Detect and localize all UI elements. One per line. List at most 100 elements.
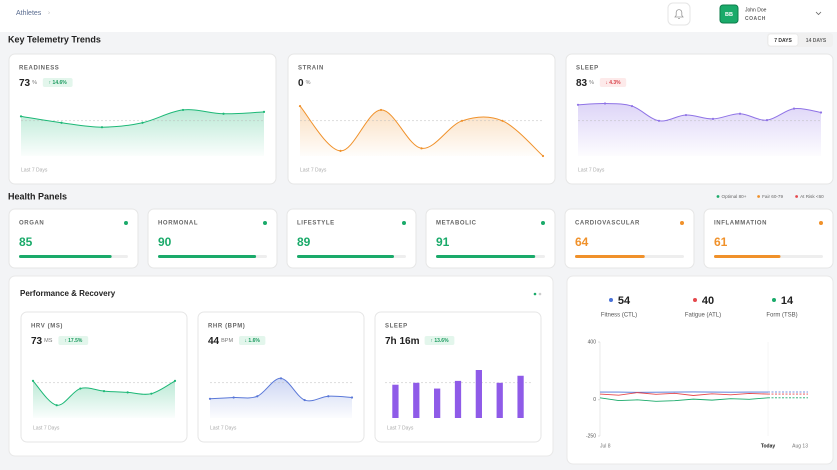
performance-card [20, 311, 188, 443]
status-dot [680, 221, 684, 225]
sparkline-point [60, 121, 63, 124]
change-badge [239, 336, 266, 345]
sparkline-point [279, 377, 283, 380]
card-value: 89 [297, 235, 311, 249]
status-dot [819, 221, 823, 225]
unit: BPM [221, 338, 233, 344]
sparkline-point [684, 113, 688, 117]
sparkline-point [657, 119, 661, 122]
tab-active[interactable] [767, 33, 799, 47]
sparkline-point [350, 396, 354, 399]
change-text: ↓ 1.6% [245, 338, 261, 344]
card-footer: Last 7 Days [210, 425, 237, 431]
bar [454, 380, 462, 418]
card-value: 64 [575, 235, 589, 249]
health-card [425, 208, 556, 269]
sparkline-point [79, 387, 82, 390]
y-tick-label: 0 [593, 397, 596, 403]
avatar[interactable] [719, 4, 739, 24]
value: 7h 16m [385, 336, 420, 347]
avatar-initials: BB [725, 12, 733, 18]
card-value: 73% [19, 78, 37, 89]
value: 83 [576, 78, 588, 89]
tab[interactable]: 7 DAYS [774, 38, 792, 44]
change-badge [58, 336, 89, 345]
sparkline-point [19, 115, 23, 118]
sparkline-point [327, 395, 330, 398]
change-badge [42, 78, 73, 87]
sparkline-point [630, 104, 634, 108]
sparkline-point [711, 117, 715, 120]
bar [413, 382, 420, 418]
sparkline-point [208, 397, 212, 400]
bar [392, 384, 399, 418]
card-value: 85 [19, 235, 33, 249]
user-menu-chevron[interactable] [815, 11, 822, 16]
sparkline-point [576, 103, 580, 106]
sparkline-point [141, 121, 144, 124]
card-value: 83% [576, 78, 594, 89]
sparkline-point [100, 126, 104, 129]
sparkline-area [21, 109, 264, 156]
bar [496, 382, 503, 418]
x-label: Aug 13 [792, 443, 808, 449]
top-bar [0, 0, 837, 32]
sparkline-area [33, 380, 175, 418]
card-footer: Last 7 Days [300, 167, 327, 173]
sparkline-point [819, 111, 823, 114]
x-label: Jul 8 [600, 443, 611, 449]
card-footer: Last 7 Days [578, 167, 605, 173]
status-dot [541, 221, 545, 225]
card-label: INFLAMMATION [714, 221, 767, 227]
breadcrumb[interactable]: Athletes [16, 10, 42, 17]
sparkline-point [222, 112, 225, 115]
value: 44 [208, 336, 220, 347]
card-label: HORMONAL [158, 221, 198, 227]
sparkline-point [102, 390, 106, 393]
stat-value: 14 [781, 295, 794, 307]
sparkline [577, 103, 822, 122]
card-label: SLEEP [576, 66, 599, 72]
legend-label: At Risk <60 [800, 194, 824, 199]
notification-button[interactable] [667, 2, 691, 26]
value: 73 [19, 78, 31, 89]
fitness-panel [566, 275, 834, 465]
sparkline-point [150, 392, 153, 395]
card-label: RHR (BPM) [208, 324, 245, 330]
sparkline-point [126, 391, 129, 394]
sparkline-area [210, 378, 352, 418]
sparkline-point [303, 398, 306, 402]
page-dot[interactable] [533, 292, 537, 296]
health-card [147, 208, 278, 269]
change-text: ↑ 14.6% [49, 80, 68, 86]
y-tick-label: 400 [588, 339, 597, 345]
legend-dot [795, 195, 798, 198]
tab[interactable]: 14 DAYS [806, 38, 827, 44]
stat-value: 40 [702, 295, 714, 307]
sparkline-point [501, 119, 504, 122]
bar [475, 370, 482, 418]
telemetry-card [287, 53, 556, 185]
sparkline-point [256, 395, 259, 398]
health-card [8, 208, 139, 269]
change-badge [599, 78, 627, 87]
card-footer: Last 7 Days [387, 425, 414, 431]
bar [517, 375, 524, 418]
series-line [599, 397, 769, 402]
card-label: READINESS [19, 66, 59, 72]
health-card [703, 208, 834, 269]
sparkline-point [173, 379, 177, 382]
stat-dot [772, 298, 776, 302]
card-value: 91 [436, 235, 450, 249]
performance-card [374, 311, 542, 443]
bar [434, 388, 441, 418]
series-line [599, 392, 769, 396]
progress-bar [297, 255, 395, 258]
breadcrumb-sep: › [48, 11, 50, 17]
page-dot[interactable] [538, 292, 542, 296]
sparkline-point [232, 396, 235, 399]
sparkline-point [55, 404, 58, 407]
card-label: LIFESTYLE [297, 221, 335, 227]
panel-title: Performance & Recovery [20, 289, 116, 298]
